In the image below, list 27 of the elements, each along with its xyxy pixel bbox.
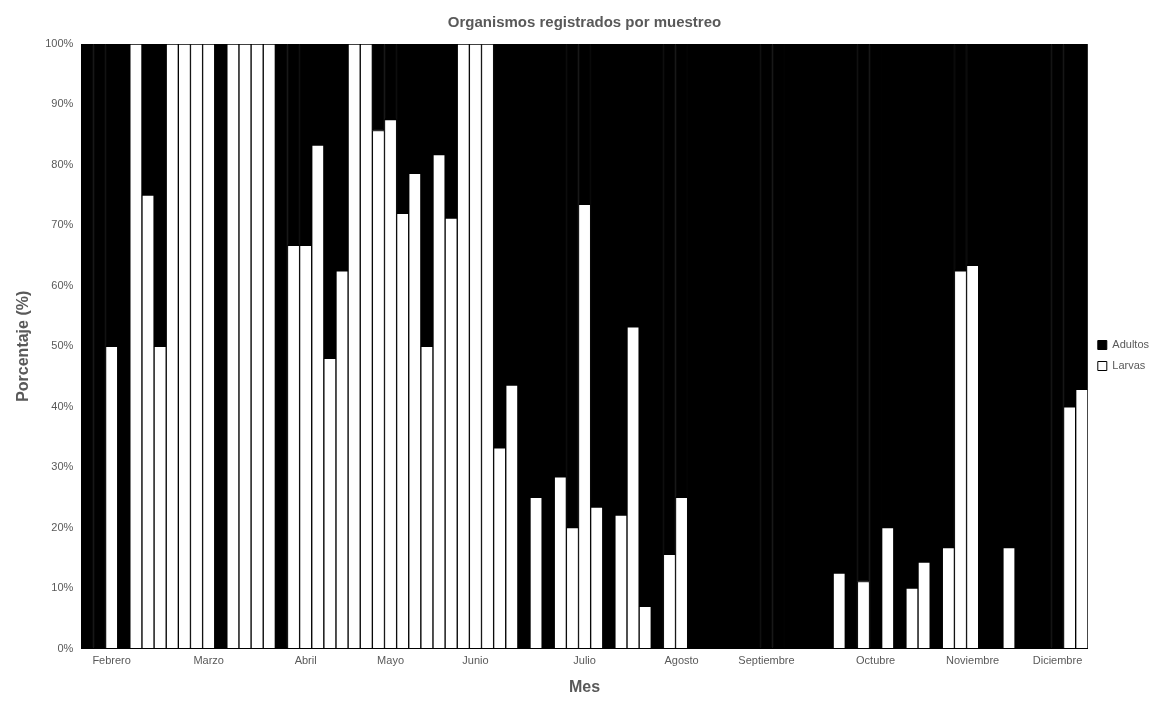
x-tick-label: Julio bbox=[573, 654, 596, 667]
legend-label: Adultos bbox=[1112, 338, 1150, 351]
y-tick-label: 50% bbox=[51, 339, 74, 352]
x-tick-label: Junio bbox=[462, 654, 489, 667]
y-tick-label: 10% bbox=[51, 581, 74, 594]
y-tick-label: 20% bbox=[51, 520, 74, 533]
x-tick-label: Febrero bbox=[92, 654, 131, 667]
x-tick-label: Abril bbox=[294, 654, 317, 667]
x-tick-label: Agosto bbox=[664, 654, 699, 667]
x-tick-label: Noviembre bbox=[946, 654, 1000, 667]
y-tick-label: 60% bbox=[51, 278, 74, 291]
chart-title: Organismos registrados por muestreo bbox=[447, 13, 722, 31]
x-tick-label: Diciembre bbox=[1032, 654, 1083, 667]
y-tick-label: 90% bbox=[51, 97, 74, 110]
x-tick-label: Septiembre bbox=[738, 654, 795, 667]
x-tick-label: Octubre bbox=[856, 654, 896, 667]
y-tick-label: 70% bbox=[51, 218, 74, 231]
y-axis-title: Porcentaje (%) bbox=[14, 290, 32, 402]
x-tick-label: Marzo bbox=[193, 654, 224, 667]
y-tick-label: 0% bbox=[57, 641, 74, 654]
legend-label: Larvas bbox=[1112, 359, 1146, 372]
y-tick-label: 80% bbox=[51, 157, 74, 170]
y-tick-label: 40% bbox=[51, 399, 74, 412]
x-axis-title: Mes bbox=[569, 677, 601, 695]
y-tick-label: 30% bbox=[51, 460, 74, 473]
x-tick-label: Mayo bbox=[377, 654, 405, 667]
y-tick-label: 100% bbox=[45, 37, 74, 50]
